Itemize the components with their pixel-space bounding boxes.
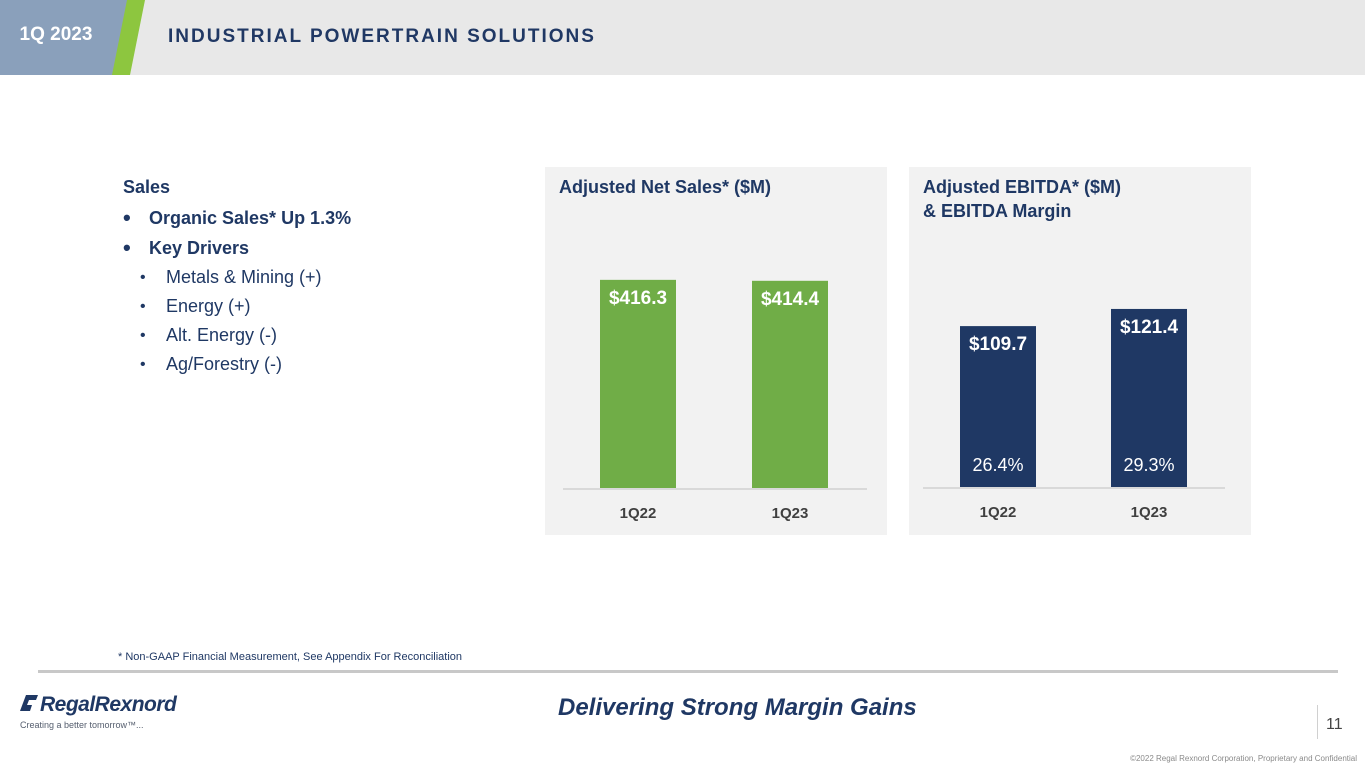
- driver-text: Metals & Mining (+): [166, 267, 322, 287]
- bar-1q23: [1111, 308, 1187, 487]
- x-tick-label: 1Q22: [980, 504, 1017, 521]
- bullet-key-drivers: • Key Drivers: [123, 233, 351, 263]
- ebitda-title-line2: & EBITDA Margin: [923, 201, 1072, 221]
- net-sales-chart-panel: Adjusted Net Sales* ($M) $416.3 1Q22 $414.…: [545, 167, 887, 535]
- bullet-dot: •: [140, 327, 146, 344]
- non-gaap-footnote: * Non-GAAP Financial Measurement, See Ap…: [118, 651, 463, 663]
- driver-item: • Alt. Energy (-): [123, 321, 351, 350]
- page-title: INDUSTRIAL POWERTRAIN SOLUTIONS: [168, 26, 596, 47]
- slide-tagline: Delivering Strong Margin Gains: [558, 694, 917, 721]
- ebitda-title-line1: Adjusted EBITDA* ($M): [923, 177, 1121, 197]
- net-sales-chart: $416.3 1Q22 $414.4 1Q23: [563, 279, 867, 522]
- footer-divider: [38, 670, 1338, 673]
- regal-rexnord-logo-icon: [20, 695, 38, 711]
- copyright-notice: ©2022 Regal Rexnord Corporation, Proprie…: [1130, 754, 1357, 763]
- driver-text: Alt. Energy (-): [166, 325, 278, 345]
- sales-summary: Sales • Organic Sales* Up 1.3% • Key Dri…: [123, 175, 351, 379]
- company-logo-text: RegalRexnord: [40, 693, 177, 716]
- x-tick-label: 1Q23: [772, 505, 809, 522]
- bar-1q22: [600, 279, 676, 488]
- x-tick-label: 1Q23: [1131, 504, 1168, 521]
- ebitda-chart-panel: Adjusted EBITDA* ($M) & EBITDA Margin $1…: [909, 167, 1251, 535]
- page-number: 11: [1326, 716, 1343, 733]
- bullet-dot: •: [140, 298, 146, 315]
- bar-1q23: [752, 280, 828, 488]
- net-sales-chart-title: Adjusted Net Sales* ($M): [559, 177, 772, 197]
- bullet-text: Organic Sales* Up 1.3%: [149, 208, 352, 228]
- bullet-dot: •: [140, 269, 146, 286]
- driver-item: • Ag/Forestry (-): [123, 350, 351, 379]
- bar-value-label: $109.7: [969, 334, 1027, 355]
- bar-value-label: $121.4: [1120, 317, 1179, 338]
- bullet-dot: •: [140, 356, 146, 373]
- driver-item: • Metals & Mining (+): [123, 263, 351, 292]
- bullet-text: Key Drivers: [149, 238, 250, 258]
- bar-value-label: $414.4: [761, 289, 820, 310]
- ebitda-chart-title: Adjusted EBITDA* ($M) & EBITDA Margin: [923, 175, 1121, 223]
- bullet-dot: •: [123, 205, 131, 230]
- company-tagline: Creating a better tomorrow™...: [20, 720, 144, 730]
- quarter-label: 1Q 2023: [19, 24, 93, 45]
- driver-text: Energy (+): [166, 296, 251, 316]
- sales-heading: Sales: [123, 177, 171, 197]
- ebitda-chart: $109.7 26.4% 1Q22 $121.4 29.3% 1Q23: [923, 308, 1225, 521]
- driver-item: • Energy (+): [123, 292, 351, 321]
- bullet-organic-sales: • Organic Sales* Up 1.3%: [123, 203, 351, 233]
- bar-1q22: [960, 326, 1036, 487]
- ebitda-margin-label: 29.3%: [1123, 455, 1174, 475]
- x-tick-label: 1Q22: [620, 505, 657, 522]
- page-number-divider: [1317, 705, 1318, 739]
- green-accent-slash: [0, 0, 145, 75]
- bullet-dot: •: [123, 235, 131, 260]
- driver-text: Ag/Forestry (-): [166, 354, 283, 374]
- ebitda-margin-label: 26.4%: [972, 455, 1023, 475]
- header-bar: 1Q 2023 INDUSTRIAL POWERTRAIN SOLUTIONS: [0, 0, 1365, 75]
- bar-value-label: $416.3: [609, 288, 667, 309]
